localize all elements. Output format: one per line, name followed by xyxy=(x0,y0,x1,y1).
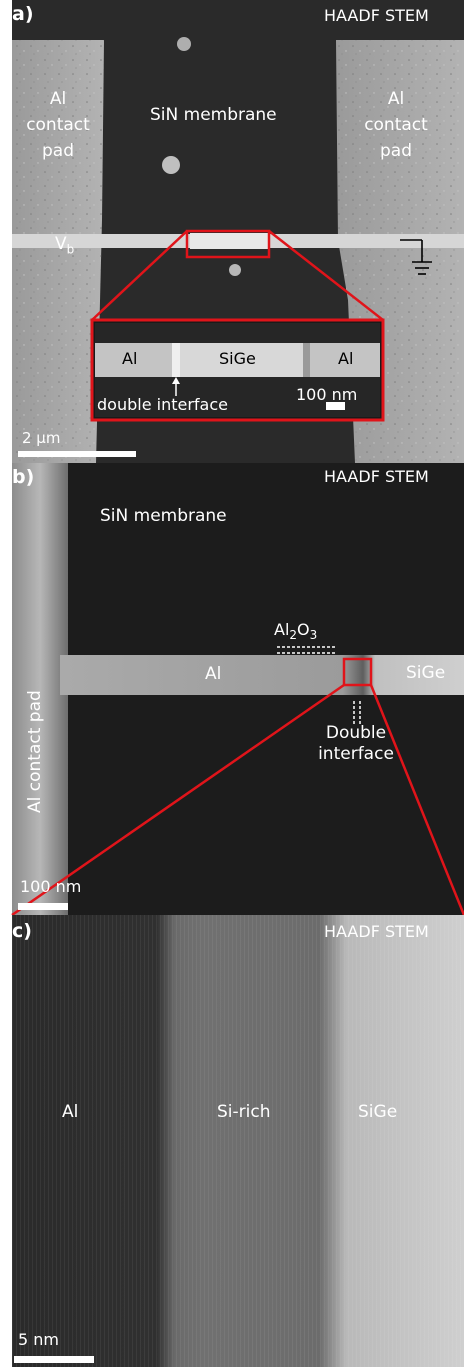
scale-bar-c xyxy=(14,1356,94,1363)
double-interface-line-1: Double xyxy=(325,723,387,743)
panel-a: a) HAADF STEM Al contact pad Al contact … xyxy=(0,0,464,463)
panel-a-micrograph xyxy=(0,0,464,463)
al2o3-label: Al2O3 xyxy=(274,620,318,643)
panel-b-header: HAADF STEM xyxy=(324,467,429,486)
left-pad-line-2: contact xyxy=(26,115,90,135)
inset-sige: SiGe xyxy=(219,349,256,368)
vb-label: Vb xyxy=(55,234,75,257)
sige-label-c: SiGe xyxy=(358,1102,398,1122)
inset-interface-label: double interface xyxy=(97,395,228,414)
al2o3-o: O xyxy=(297,620,310,639)
double-interface-line-2: interface xyxy=(318,744,394,764)
zoom-indicator xyxy=(91,229,384,321)
left-pad-label: Al contact pad xyxy=(20,86,96,164)
right-pad-label: Al contact pad xyxy=(354,86,438,164)
inset-al-left: Al xyxy=(122,349,138,368)
membrane-label-a: SiN membrane xyxy=(150,105,277,125)
scale-label-c: 5 nm xyxy=(18,1330,59,1349)
scale-label-b: 100 nm xyxy=(20,877,82,896)
panel-c-micrograph xyxy=(0,915,464,1367)
panel-b: b) HAADF STEM SiN membrane Al2O3 Al SiGe… xyxy=(0,463,464,915)
al-contact-pad-b xyxy=(12,463,68,915)
sirich-label-c: Si-rich xyxy=(217,1102,271,1122)
panel-c-label: c) xyxy=(12,920,32,942)
right-pad-line-2: contact xyxy=(364,115,428,135)
al2o3-sub-2: 2 xyxy=(289,628,298,643)
vb-sub: b xyxy=(66,242,75,257)
inset-scale-label: 100 nm xyxy=(296,385,358,404)
inset-al-right: Al xyxy=(338,349,354,368)
right-pad-line-3: pad xyxy=(380,141,412,161)
panel-c-header: HAADF STEM xyxy=(324,922,429,941)
vb-main: V xyxy=(55,234,67,254)
al-contact-pad-label: Al contact pad xyxy=(25,690,45,813)
left-pad-line-1: Al xyxy=(49,89,67,109)
sige-label-b: SiGe xyxy=(406,663,446,683)
interface-arrow-icon xyxy=(172,377,180,396)
nanowire-b xyxy=(60,655,464,695)
zoom-indicator-b xyxy=(11,657,464,915)
panel-a-header: HAADF STEM xyxy=(324,6,429,25)
al2o3-al: Al xyxy=(274,620,290,639)
scale-bar-b xyxy=(18,903,68,910)
panel-a-label: a) xyxy=(12,3,34,25)
left-pad-line-3: pad xyxy=(42,141,74,161)
al-label-c: Al xyxy=(62,1102,79,1122)
scale-label-a: 2 µm xyxy=(22,429,61,447)
panel-c: c) HAADF STEM Al Si-rich SiGe 5 nm xyxy=(0,915,464,1367)
al2o3-sub-3: 3 xyxy=(309,628,318,643)
al-label-b: Al xyxy=(205,664,222,684)
inset-scale-bar xyxy=(326,402,345,410)
panel-b-label: b) xyxy=(12,466,35,488)
right-pad-line-1: Al xyxy=(387,89,405,109)
membrane-label-b: SiN membrane xyxy=(100,506,227,526)
double-interface-label: Double interface xyxy=(300,723,412,765)
ground-icon xyxy=(400,239,432,275)
panel-b-micrograph xyxy=(0,463,464,915)
scale-bar-a xyxy=(18,451,136,457)
